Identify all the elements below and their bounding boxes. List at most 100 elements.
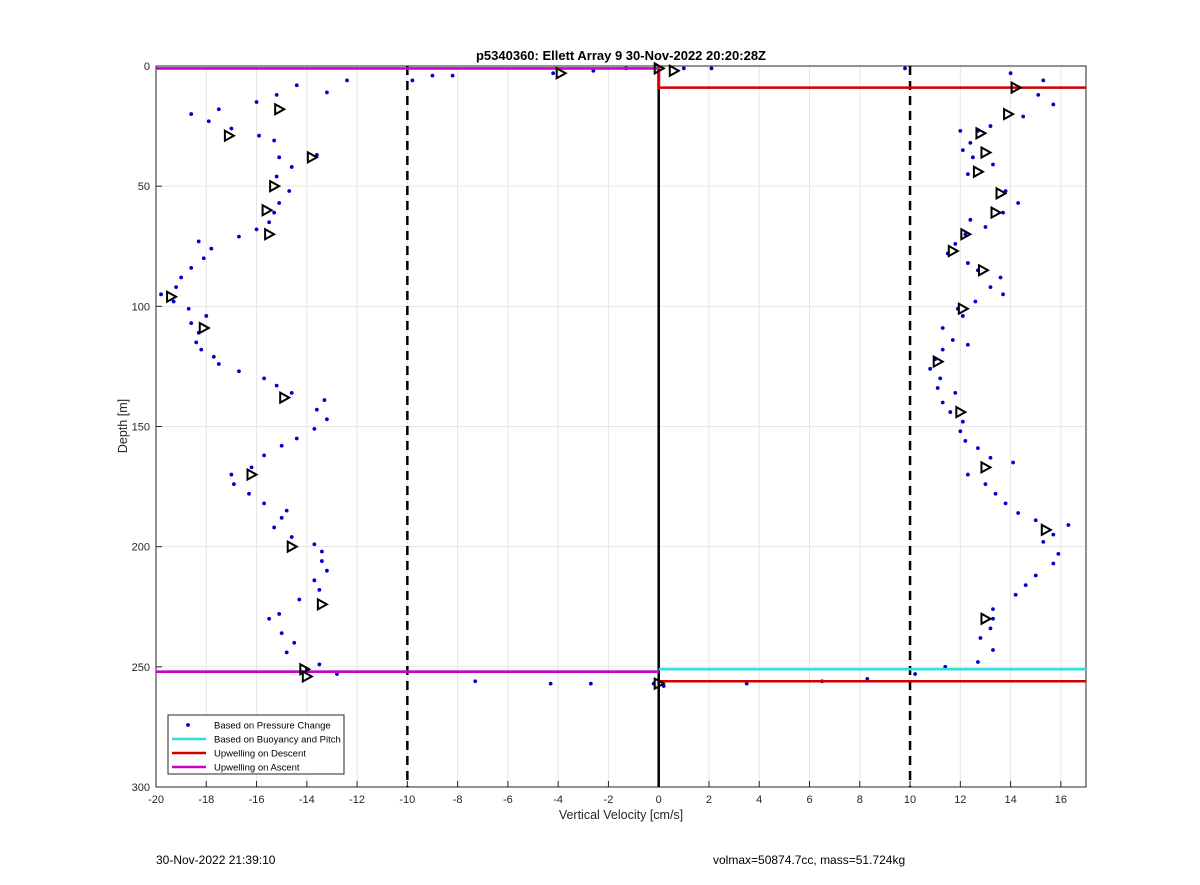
legend-entry: Upwelling on Ascent [214,763,300,774]
plot-frame [155,65,1087,788]
velocity-point [960,419,965,424]
velocity-point [1003,501,1008,506]
velocity-point [991,616,995,621]
triangle-marker [980,145,993,160]
velocity-point [216,107,221,112]
legend-dot-symbol [186,723,190,727]
triangle-marker [947,244,960,258]
y-tick-label: 50 [138,181,150,193]
velocity-point [1036,92,1041,97]
triangle-marker [301,669,314,684]
y-tick-label: 300 [132,782,150,794]
x-tick-label: 12 [954,794,966,806]
velocity-point [993,491,998,496]
y-tick-label: 100 [132,301,150,313]
velocity-point [319,549,324,554]
velocity-point [978,636,983,640]
triangle-marker [279,390,292,405]
x-tick-label: -2 [604,794,614,806]
triangle-marker [1040,523,1053,537]
triangle-marker [1010,80,1023,95]
velocity-point [284,650,289,655]
velocity-point [189,265,194,270]
triangle-marker [955,405,968,419]
axes-box [155,65,1087,788]
triangle-marker [980,612,993,626]
velocity-point [199,347,204,352]
velocity-point [968,217,973,222]
velocity-point [249,465,254,470]
velocity-point [965,261,970,265]
velocity-point [319,559,324,563]
triangle-marker [223,128,236,143]
velocity-point [189,112,194,116]
velocity-point [267,616,272,621]
velocity-point [991,162,995,167]
velocity-point [272,138,277,143]
velocity-point [991,607,995,612]
velocity-point [1041,539,1046,544]
velocity-point [345,78,349,83]
velocity-point [325,568,329,573]
legend-entry: Based on Buoyancy and Pitch [214,735,341,746]
x-tick-label: -20 [148,794,164,806]
velocity-point [913,672,917,676]
velocity-point [284,508,289,513]
velocity-point [960,148,965,153]
velocity-point [410,78,415,83]
velocity-point [325,417,329,422]
velocity-point [681,66,686,71]
velocity-point [965,172,970,177]
velocity-point [257,133,261,138]
triangle-marker [306,150,319,165]
triangle-marker [977,263,991,277]
velocity-point [1051,532,1056,537]
velocity-point [289,390,294,395]
velocity-point [262,453,266,458]
velocity-point [1033,518,1038,523]
velocity-point [963,439,968,443]
velocity-point [312,578,317,583]
velocity-point [940,400,945,405]
velocity-point [1041,78,1046,83]
velocity-point [287,189,292,193]
triangle-marker [316,597,329,612]
grid [155,65,1086,788]
velocity-point [1008,71,1013,76]
velocity-point [940,326,945,330]
velocity-point [171,299,176,304]
velocity-point [262,376,266,381]
x-tick-label: -4 [553,794,563,806]
x-tick-label: 16 [1055,794,1067,806]
triangle-marker [198,321,211,335]
triangle-marker [960,227,973,241]
velocity-point [189,321,194,326]
velocity-point [1051,102,1056,107]
x-axis-label: Vertical Velocity [cm/s] [559,808,683,822]
velocity-point [928,366,933,371]
velocity-point [953,241,958,246]
velocity-point [232,482,236,487]
velocity-point [211,354,216,359]
upwelling-lines [156,67,1086,683]
velocity-point [262,501,266,506]
triangle-marker [990,205,1003,220]
y-tick-label: 0 [144,61,150,73]
triangle-marker [555,66,568,80]
velocity-point [274,174,279,179]
triangle-marker [653,676,666,691]
velocity-point [948,410,953,414]
velocity-point [229,472,234,477]
velocity-point [254,100,259,104]
velocity-point [1033,573,1038,578]
buoyancy-markers [166,61,1053,691]
velocity-point [1051,561,1056,566]
velocity-point [174,285,179,290]
velocity-point [272,525,277,530]
triangle-marker [975,126,988,140]
velocity-point [473,679,478,684]
velocity-point [965,342,970,347]
velocity-point [294,83,299,88]
velocity-point [983,482,988,487]
velocity-point [335,672,339,676]
